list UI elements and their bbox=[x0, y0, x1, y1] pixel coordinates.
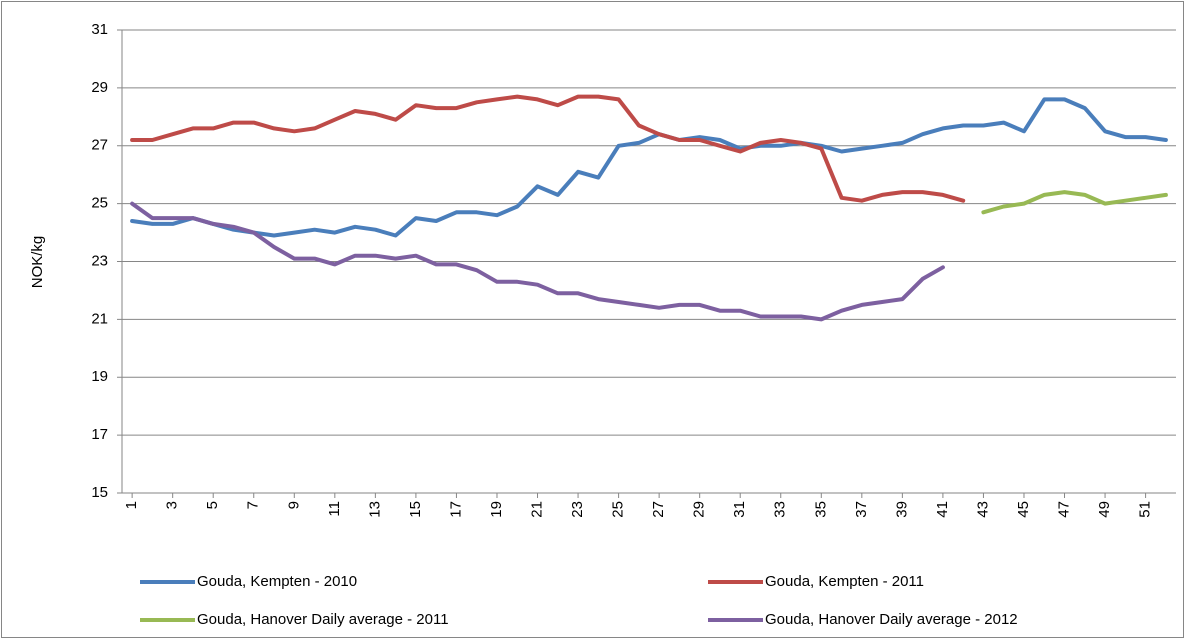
data-line bbox=[130, 94, 966, 203]
x-tick-label: 41 bbox=[934, 501, 951, 518]
x-tick-label: 13 bbox=[366, 501, 383, 518]
legend-label: Gouda, Kempten - 2011 bbox=[765, 573, 924, 590]
x-tick-label: 9 bbox=[285, 501, 302, 509]
x-tick-label: 15 bbox=[407, 501, 424, 518]
x-tick-label: 1 bbox=[123, 501, 140, 509]
x-tick-label: 29 bbox=[691, 501, 708, 518]
data-line bbox=[130, 201, 945, 322]
x-tick-label: 51 bbox=[1137, 501, 1154, 518]
x-tick-label: 23 bbox=[569, 501, 586, 518]
y-tick-label: 29 bbox=[91, 79, 108, 96]
x-tick-label: 43 bbox=[974, 501, 991, 518]
y-axis-label: NOK/kg bbox=[29, 236, 46, 289]
x-tick-label: 27 bbox=[650, 501, 667, 518]
data-line bbox=[981, 190, 1168, 215]
x-tick-label: 45 bbox=[1015, 501, 1032, 518]
x-tick-label: 3 bbox=[164, 501, 181, 509]
x-tick-label: 5 bbox=[204, 501, 221, 509]
x-tick-label: 37 bbox=[853, 501, 870, 518]
x-tick-label: 31 bbox=[731, 501, 748, 518]
x-tick-label: 47 bbox=[1055, 501, 1072, 518]
y-tick-label: 25 bbox=[91, 195, 108, 212]
y-tick-label: 31 bbox=[91, 21, 108, 38]
x-tick-label: 7 bbox=[245, 501, 262, 509]
legend-label: Gouda, Hanover Daily average - 2011 bbox=[197, 611, 449, 628]
data-line bbox=[130, 97, 1168, 238]
x-tick-label: 19 bbox=[488, 501, 505, 518]
y-tick-label: 17 bbox=[91, 426, 108, 443]
y-tick-label: 23 bbox=[91, 252, 108, 269]
y-tick-label: 27 bbox=[91, 137, 108, 154]
x-tick-label: 11 bbox=[326, 501, 343, 517]
y-tick-label: 15 bbox=[91, 484, 108, 501]
y-tick-label: 19 bbox=[91, 368, 108, 385]
x-tick-label: 17 bbox=[447, 501, 464, 518]
legend-label: Gouda, Hanover Daily average - 2012 bbox=[765, 611, 1018, 628]
x-tick-label: 39 bbox=[893, 501, 910, 518]
x-tick-label: 21 bbox=[528, 501, 545, 518]
y-tick-label: 21 bbox=[91, 310, 108, 327]
x-tick-label: 35 bbox=[812, 501, 829, 518]
x-tick-label: 25 bbox=[610, 501, 627, 518]
x-tick-label: 33 bbox=[772, 501, 789, 518]
x-tick-label: 49 bbox=[1096, 501, 1113, 518]
legend-label: Gouda, Kempten - 2010 bbox=[197, 573, 357, 590]
